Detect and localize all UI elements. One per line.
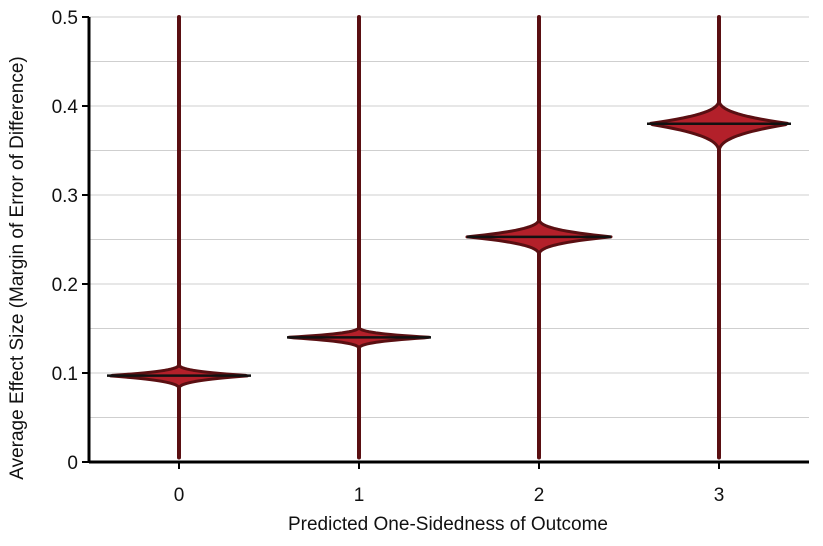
x-tick-label: 2 bbox=[534, 485, 545, 506]
violin-3 bbox=[647, 15, 791, 460]
violin-1 bbox=[287, 15, 431, 460]
x-tick-label: 3 bbox=[714, 485, 725, 506]
x-tick-label: 0 bbox=[174, 485, 185, 506]
violin-2 bbox=[465, 15, 613, 460]
x-tick-label: 1 bbox=[354, 485, 365, 506]
x-tick-labels: 0 1 2 3 bbox=[174, 462, 725, 506]
axes bbox=[87, 17, 809, 464]
y-tick-label: 0.1 bbox=[52, 364, 78, 385]
y-tick-label: 0.4 bbox=[52, 97, 79, 118]
y-tick-label: 0.2 bbox=[52, 275, 78, 296]
grid-lines bbox=[89, 16, 809, 418]
y-tick-label: 0.3 bbox=[52, 186, 78, 207]
y-tick-labels: 0 0.1 0.2 0.3 0.4 0.5 bbox=[52, 8, 89, 474]
x-axis-title: Predicted One-Sidedness of Outcome bbox=[288, 514, 608, 535]
y-axis-title: Average Effect Size (Margin of Error of … bbox=[7, 56, 28, 479]
violin-0 bbox=[107, 15, 251, 460]
violin-body bbox=[649, 97, 789, 155]
y-tick-label: 0.5 bbox=[52, 8, 78, 29]
violin-series bbox=[107, 15, 791, 460]
y-tick-label: 0 bbox=[67, 453, 78, 474]
